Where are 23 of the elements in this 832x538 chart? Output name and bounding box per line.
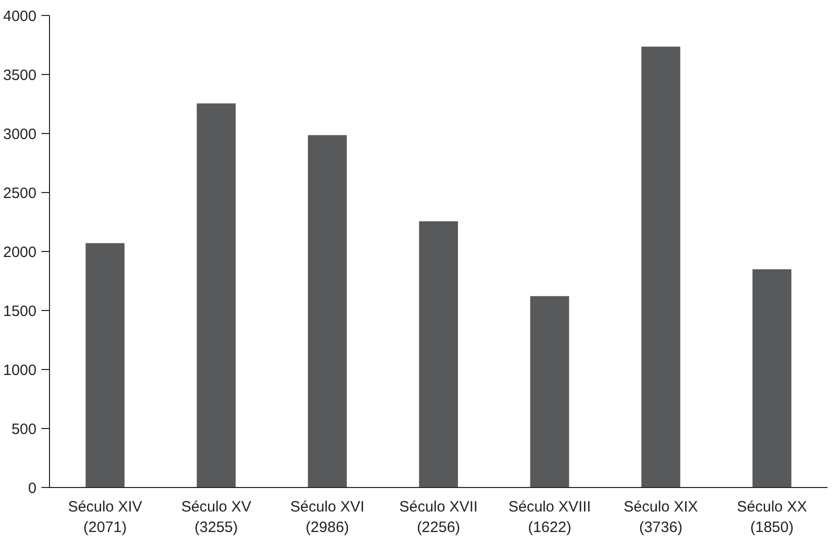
x-tick-label: Século XIV (2071) bbox=[68, 498, 142, 536]
x-tick-label: Século XIX (3736) bbox=[624, 498, 698, 536]
y-tick-label: 1500 bbox=[3, 303, 37, 320]
bar bbox=[86, 243, 125, 488]
x-tick-label: Século XVII (2256) bbox=[399, 498, 478, 536]
bar bbox=[530, 296, 570, 488]
bar bbox=[641, 46, 680, 488]
x-tick-label: Século XX (1850) bbox=[736, 498, 807, 536]
x-tick-label: Século XVIII (1622) bbox=[508, 498, 591, 536]
x-tick-label: Século XVI (2986) bbox=[290, 498, 364, 536]
bar bbox=[419, 221, 458, 488]
y-tick-label: 500 bbox=[11, 421, 37, 438]
y-tick-label: 2500 bbox=[3, 185, 37, 202]
bar bbox=[752, 269, 792, 488]
y-tick-label: 2000 bbox=[3, 244, 37, 261]
y-tick-label: 4000 bbox=[3, 8, 37, 25]
y-tick-label: 3000 bbox=[3, 126, 37, 143]
y-tick-label: 3500 bbox=[3, 67, 37, 84]
bar bbox=[196, 103, 236, 488]
y-tick-label: 1000 bbox=[3, 362, 37, 379]
y-tick-label: 0 bbox=[28, 480, 36, 497]
bar bbox=[308, 135, 347, 488]
x-tick-label: Século XV (3255) bbox=[181, 498, 252, 536]
